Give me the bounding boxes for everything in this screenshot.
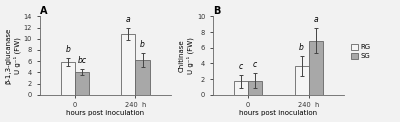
- Bar: [294, 66, 309, 95]
- Text: b: b: [299, 43, 304, 52]
- Text: A: A: [40, 6, 47, 16]
- Text: b: b: [140, 40, 145, 49]
- Bar: [121, 34, 136, 95]
- Text: c: c: [239, 62, 243, 71]
- Y-axis label: Chitinase
U g⁻¹ (FW): Chitinase U g⁻¹ (FW): [179, 37, 194, 74]
- Bar: [248, 81, 262, 95]
- Text: bc: bc: [78, 56, 86, 65]
- X-axis label: hours post inoculation: hours post inoculation: [239, 110, 318, 116]
- Bar: [75, 72, 89, 95]
- Text: b: b: [66, 45, 70, 54]
- Bar: [309, 41, 323, 95]
- Text: a: a: [314, 15, 318, 24]
- X-axis label: hours post inoculation: hours post inoculation: [66, 110, 144, 116]
- Legend: RG, SG: RG, SG: [350, 43, 372, 61]
- Text: c: c: [253, 60, 257, 69]
- Y-axis label: β-1,3-glucanase
U g⁻¹ (FW): β-1,3-glucanase U g⁻¹ (FW): [6, 27, 21, 84]
- Bar: [136, 60, 150, 95]
- Text: B: B: [213, 6, 220, 16]
- Bar: [61, 62, 75, 95]
- Text: a: a: [126, 15, 131, 24]
- Bar: [234, 81, 248, 95]
